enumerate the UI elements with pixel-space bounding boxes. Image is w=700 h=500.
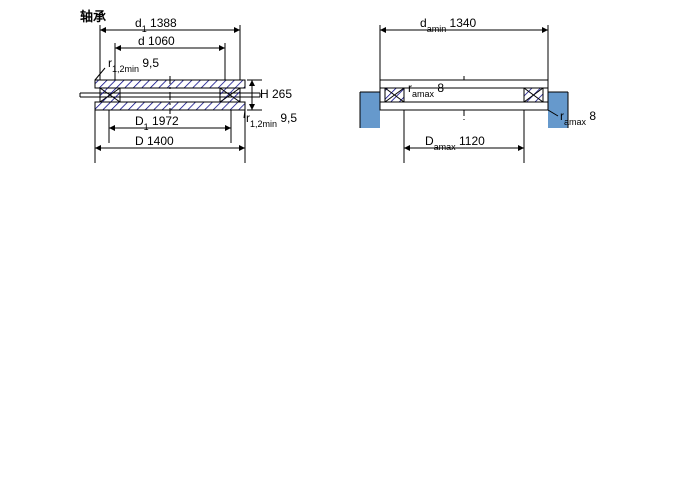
svg-text:D1 1972: D1 1972: [135, 114, 179, 132]
svg-text:r1,2min 9,5: r1,2min 9,5: [246, 111, 297, 129]
svg-text:Damax 1120: Damax 1120: [425, 134, 485, 152]
svg-text:damin 1340: damin 1340: [420, 16, 477, 34]
svg-text:H 265: H 265: [260, 87, 292, 101]
svg-text:d 1060: d 1060: [138, 34, 175, 48]
svg-text:d1 1388: d1 1388: [135, 16, 177, 34]
svg-text:r1,2min 9,5: r1,2min 9,5: [108, 56, 159, 74]
diagram-title: 轴承: [80, 6, 106, 25]
svg-text:D 1400: D 1400: [135, 134, 174, 148]
bearing-diagram: d1 1388d 1060 r1,2min 9,5 D1 1972 D 1400 H 2…: [0, 0, 700, 500]
